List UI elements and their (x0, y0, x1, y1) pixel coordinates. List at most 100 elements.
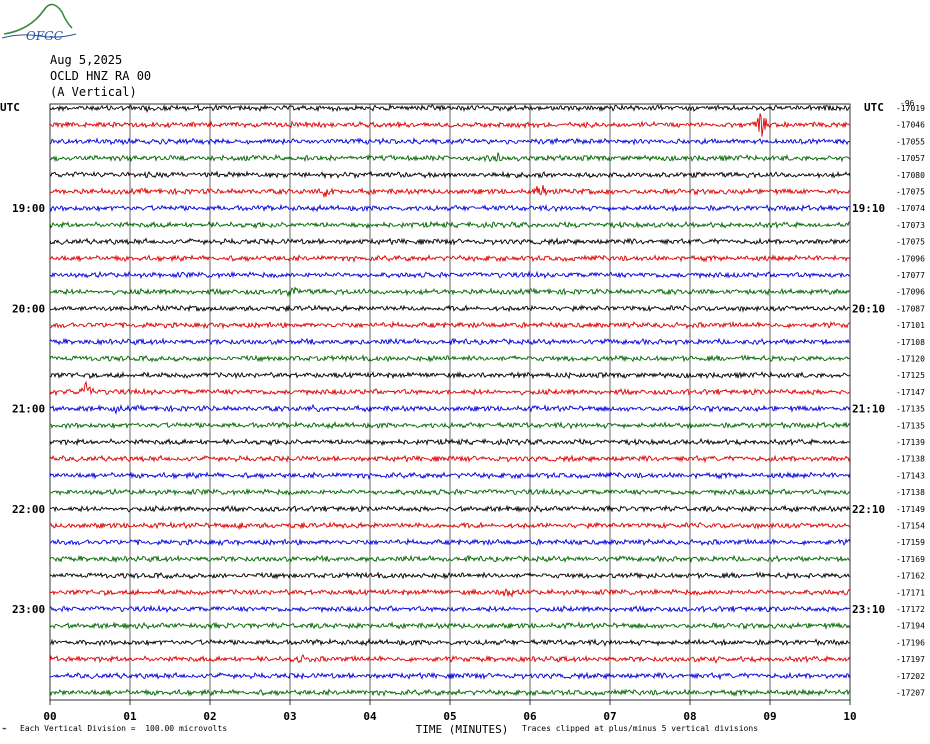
seismic-trace (49, 270, 851, 280)
seismic-trace (49, 320, 851, 330)
trace-offset-label: -17046 (896, 121, 925, 130)
x-tick-label: 09 (763, 710, 776, 723)
left-time-label: 22:00 (12, 503, 45, 516)
x-tick-label: 03 (283, 710, 296, 723)
component-label: (A Vertical) (50, 85, 137, 99)
trace-offset-label: -17057 (896, 154, 925, 163)
trace-offset-label: -17138 (896, 488, 925, 497)
trace-offset-label: -17108 (896, 338, 925, 347)
right-time-label: 19:10 (852, 202, 885, 215)
trace-offset-label: -17019 (896, 104, 925, 113)
logo-text: OFGC (26, 29, 63, 43)
ofgc-logo: OFGC (1, 3, 77, 43)
seismic-trace (49, 203, 851, 213)
trace-offset-label: -17147 (896, 388, 925, 397)
minute-gridlines (49, 103, 851, 705)
trace-offset-label: -17077 (896, 271, 925, 280)
seismic-trace (49, 354, 851, 363)
seismic-trace (49, 420, 851, 430)
trace-offset-label: -17073 (896, 221, 925, 230)
x-tick-label: 02 (203, 710, 216, 723)
trace-offset-label: -17197 (896, 655, 925, 664)
trace-offset-label: -17074 (896, 204, 925, 213)
seismic-trace (49, 571, 851, 580)
seismic-trace (49, 220, 851, 230)
trace-offset-label: -17135 (896, 421, 925, 430)
x-tick-label: 10 (843, 710, 856, 723)
trace-offset-label: -17135 (896, 405, 925, 414)
x-axis-title: TIME (MINUTES) (416, 723, 509, 736)
trace-offset-label: -17075 (896, 238, 925, 247)
seismic-trace (49, 437, 851, 447)
trace-offset-label: -17169 (896, 555, 925, 564)
offset-header-label: -96 (900, 99, 915, 108)
scale-note: Each Vertical Division = 100.00 microvol… (20, 724, 228, 733)
clip-note: Traces clipped at plus/minus 5 vertical … (522, 724, 759, 733)
trace-offset-label: -17080 (896, 171, 925, 180)
trace-offset-label: -17096 (896, 288, 925, 297)
seismic-traces (49, 103, 851, 698)
left-time-label: 20:00 (12, 302, 45, 315)
seismic-trace (49, 454, 851, 464)
date-label: Aug 5,2025 (50, 53, 123, 67)
x-tick-label: 07 (603, 710, 616, 723)
trace-offset-label: -17120 (896, 355, 925, 364)
seismic-trace (49, 520, 851, 531)
seismic-trace (49, 554, 850, 564)
seismic-trace (49, 403, 851, 415)
trace-offset-label: -17055 (896, 137, 925, 146)
seismic-trace (49, 113, 851, 137)
trace-offset-label: -17159 (896, 538, 925, 547)
scale-note-icon: ⌁ (2, 724, 7, 733)
trace-offset-label: -17196 (896, 638, 925, 647)
seismic-trace (49, 185, 851, 199)
seismic-trace (49, 604, 851, 614)
logo-mountain-icon (3, 3, 73, 35)
seismic-trace (49, 103, 851, 113)
right-time-label: 20:10 (852, 302, 885, 315)
seismic-trace (49, 471, 851, 481)
seismic-trace (49, 170, 851, 180)
seismic-trace (49, 337, 851, 347)
seismic-trace (49, 136, 851, 146)
trace-offset-label: -17075 (896, 188, 925, 197)
trace-offset-label: -17202 (896, 672, 925, 681)
trace-offset-label: -17162 (896, 572, 925, 581)
seismic-trace (49, 286, 851, 298)
trace-offset-label: -17207 (896, 689, 925, 698)
x-tick-label: 05 (443, 710, 456, 723)
seismic-trace (49, 537, 851, 547)
left-time-label: 19:00 (12, 202, 45, 215)
seismic-trace (49, 380, 851, 397)
seismic-trace (49, 253, 851, 263)
trace-offset-label: -17096 (896, 254, 925, 263)
x-tick-label: 00 (43, 710, 56, 723)
seismic-trace (49, 152, 851, 163)
trace-offset-label: -17087 (896, 304, 925, 313)
trace-offset-label: -17143 (896, 471, 925, 480)
trace-offset-label: -17149 (896, 505, 925, 514)
trace-offset-label: -17101 (896, 321, 925, 330)
trace-offset-label: -17171 (896, 588, 925, 597)
trace-offset-label: -17154 (896, 522, 925, 531)
trace-offset-label: -17194 (896, 622, 925, 631)
trace-offset-label: -17139 (896, 438, 925, 447)
x-tick-label: 04 (363, 710, 377, 723)
seismic-trace (49, 487, 851, 497)
seismic-trace (49, 371, 851, 380)
station-label: OCLD HNZ RA 00 (50, 69, 152, 83)
right-time-label: 22:10 (852, 503, 885, 516)
right-tz-label: UTC (864, 101, 884, 114)
seismic-trace (49, 637, 851, 647)
seismic-trace (49, 653, 851, 664)
time-labels: -17019 -17046 -17055 -17057 -17080 -17075 -170… (0, 99, 925, 736)
x-tick-label: 06 (523, 710, 537, 723)
x-tick-label: 08 (683, 710, 696, 723)
trace-offset-label: -17172 (896, 605, 925, 614)
trace-offset-label: -17125 (896, 371, 925, 380)
right-time-label: 21:10 (852, 403, 885, 416)
seismic-trace (49, 688, 851, 698)
seismic-trace (49, 237, 851, 247)
seismic-trace (49, 621, 851, 630)
seismic-trace (49, 504, 851, 513)
